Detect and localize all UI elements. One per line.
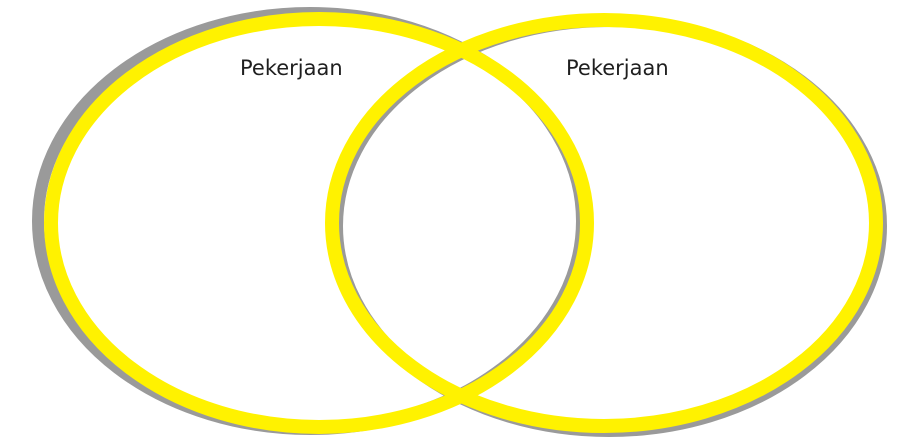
left-circle: [44, 12, 594, 434]
left-circle-label: Pekerjaan: [240, 56, 343, 80]
right-circle-label: Pekerjaan: [566, 56, 669, 80]
right-circle: [325, 13, 883, 433]
